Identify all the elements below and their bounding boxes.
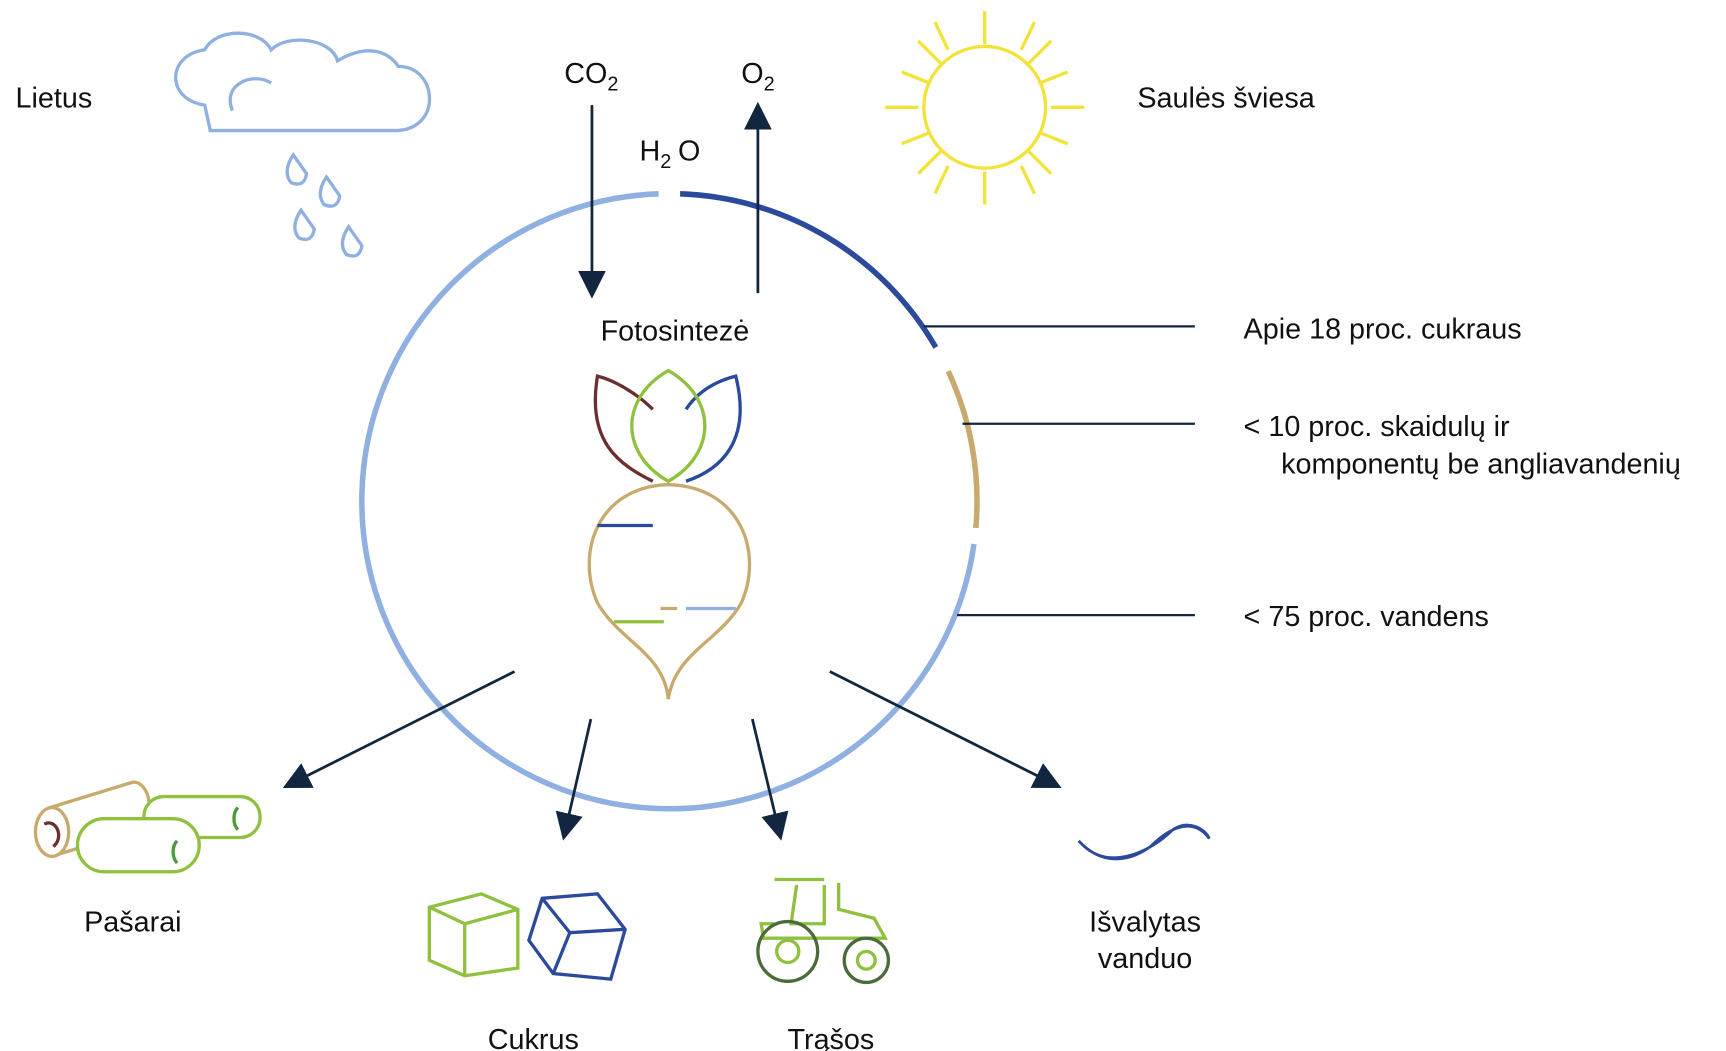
co2-label: CO2	[564, 58, 618, 96]
h2o-rest: O	[678, 135, 700, 167]
diagram: Lietus Saulės šviesa CO2 O2 H2O Fotosint…	[0, 0, 1726, 1051]
water-share: < 75 proc. vandens	[1244, 601, 1489, 633]
beet-icon	[589, 371, 749, 700]
product-label: Išvalytas	[1089, 907, 1201, 939]
arrows	[288, 105, 1057, 835]
o2-sub: 2	[764, 74, 775, 96]
rain-label: Lietus	[16, 82, 93, 114]
water-arc	[362, 194, 974, 809]
water-icon	[1079, 825, 1210, 859]
center-label: Fotosintezė	[601, 316, 750, 348]
h2o-main: H	[640, 135, 661, 167]
cloud-icon	[176, 33, 430, 256]
sunlight-label: Saulės šviesa	[1137, 82, 1314, 114]
co2-sub: 2	[607, 74, 618, 96]
feed-icon	[35, 782, 260, 872]
product-label: vanduo	[1098, 943, 1192, 975]
fiber-share: komponentų be angliavandenių	[1281, 449, 1681, 481]
o2-main: O	[741, 58, 763, 90]
co2-main: CO	[564, 58, 607, 90]
tractor-icon	[758, 880, 889, 983]
h2o-sub: 2	[660, 151, 671, 173]
fiber-arc	[948, 371, 977, 528]
product-label: Pašarai	[84, 907, 181, 939]
fiber-share: < 10 proc. skaidulų ir	[1244, 411, 1511, 443]
o2-label: O2	[741, 58, 774, 96]
sugar-icon	[429, 894, 625, 979]
product-label: Cukrus	[488, 1024, 579, 1051]
sun-icon	[885, 11, 1084, 205]
product-label: Trąšos	[788, 1024, 875, 1051]
leader-lines	[924, 326, 1195, 615]
sugar-share: Apie 18 proc. cukraus	[1244, 314, 1522, 346]
page: {"weather":{"rain":"Lietus","sunlight":"…	[0, 0, 1726, 1051]
